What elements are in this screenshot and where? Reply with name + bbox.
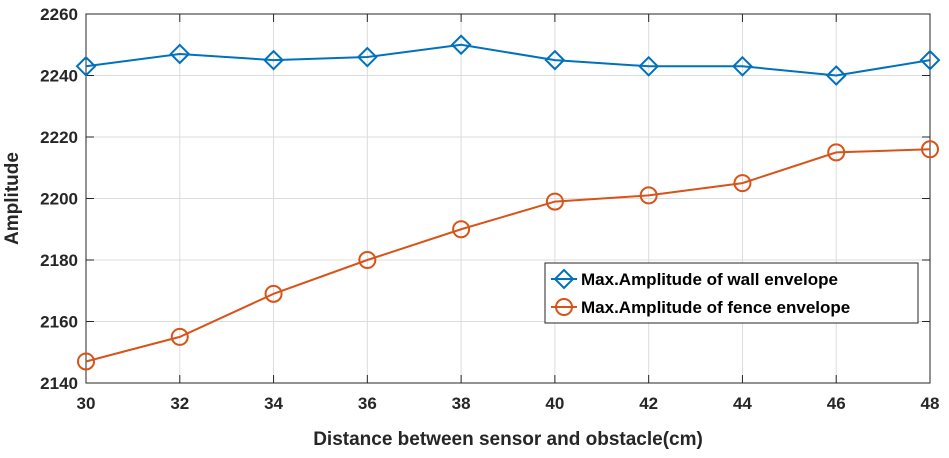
- legend-box: [544, 262, 919, 324]
- legend-label: Max.Amplitude of wall envelope: [581, 270, 838, 289]
- axis-ticks: 30 32 34 36 38 40 42 44 46 48 2140 2160 2180 2200 2220…: [40, 5, 939, 413]
- x-axis-title: Distance between sensor and obstacle(cm): [313, 429, 703, 450]
- y-tick-label: 2200: [40, 190, 78, 209]
- x-tick-label: 42: [639, 394, 658, 413]
- data-point-marker: [827, 143, 846, 162]
- data-point-marker: [545, 192, 564, 211]
- series-line: [85, 43, 931, 77]
- series-group: [75, 34, 941, 371]
- y-tick-label: 2160: [40, 313, 78, 332]
- series-2: [77, 140, 939, 371]
- x-tick-label: 30: [77, 394, 96, 413]
- data-point-marker: [825, 65, 847, 86]
- y-tick-label: 2260: [40, 5, 78, 24]
- legend: Max.Amplitude of wall envelope Max.Amplit…: [544, 262, 919, 324]
- data-point-marker: [639, 186, 658, 205]
- x-tick-label: 32: [170, 394, 189, 413]
- data-point-marker: [921, 140, 939, 159]
- data-point-marker: [77, 352, 95, 371]
- data-point-marker: [264, 284, 283, 303]
- legend-marker: [553, 268, 575, 290]
- y-tick-label: 2220: [40, 128, 78, 147]
- y-tick-label: 2140: [40, 374, 78, 393]
- series-1: [75, 34, 941, 86]
- x-tick-label: 34: [264, 394, 283, 413]
- x-tick-label: 38: [452, 394, 471, 413]
- data-point-marker: [169, 43, 191, 65]
- x-tick-label: 46: [827, 394, 846, 413]
- legend-marker: [555, 298, 573, 316]
- data-point-marker: [450, 34, 472, 56]
- data-point-marker: [356, 46, 378, 68]
- y-tick-label: 2180: [40, 251, 78, 270]
- data-point-marker: [170, 327, 189, 346]
- legend-entry: Max.Amplitude of fence envelope: [551, 298, 850, 317]
- x-tick-label: 48: [921, 394, 940, 413]
- data-point-marker: [638, 55, 660, 77]
- grid-lines: [85, 13, 931, 384]
- legend-entry: Max.Amplitude of wall envelope: [551, 268, 838, 290]
- data-point-marker: [919, 49, 941, 71]
- series-line: [85, 148, 931, 363]
- legend-label: Max.Amplitude of fence envelope: [581, 298, 850, 317]
- y-axis-title: Amplitude: [2, 152, 23, 245]
- data-point-marker: [732, 55, 753, 77]
- x-tick-label: 36: [358, 394, 377, 413]
- y-tick-label: 2240: [40, 67, 78, 86]
- x-tick-label: 40: [545, 394, 564, 413]
- data-point-marker: [75, 55, 97, 77]
- data-point-marker: [733, 174, 752, 193]
- data-point-marker: [263, 49, 284, 71]
- data-point-marker: [544, 49, 566, 71]
- data-point-marker: [358, 251, 377, 269]
- x-tick-label: 44: [733, 394, 752, 413]
- data-point-marker: [452, 220, 471, 239]
